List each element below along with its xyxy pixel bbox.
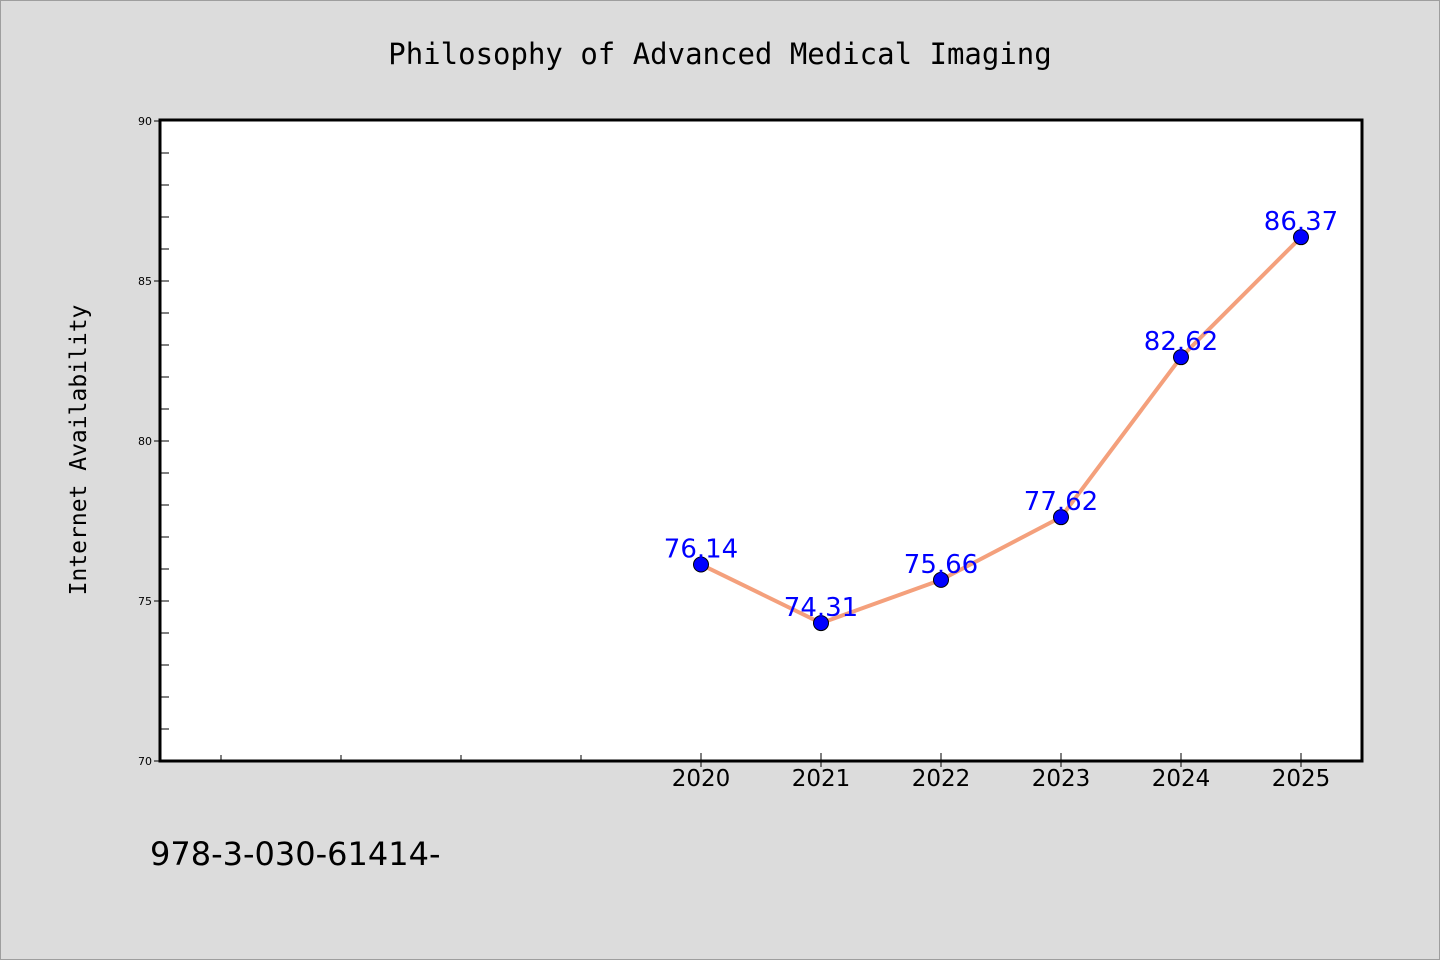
y-tick-label: 90 — [138, 115, 152, 128]
x-tick-label: 2025 — [1272, 766, 1331, 792]
series-line — [699, 235, 1303, 626]
plot-area — [158, 118, 1364, 763]
x-tick-label: 2020 — [672, 766, 731, 792]
x-tick-label: 2022 — [912, 766, 971, 792]
y-tick-label: 70 — [138, 755, 152, 768]
data-labels: 76.14 74.31 75.66 77.62 82.62 86.37 — [664, 207, 1338, 623]
footer-isbn-text: 978-3-030-61414- — [150, 835, 441, 873]
chart-title: Philosophy of Advanced Medical Imaging — [388, 37, 1051, 71]
data-points — [693, 229, 1309, 632]
x-tick-label: 2023 — [1032, 766, 1091, 792]
data-value-label: 86.37 — [1264, 207, 1338, 237]
x-axis-ticks: 2020 2021 2022 2023 2024 2025 — [672, 753, 1331, 792]
y-axis-ticks: 70 75 80 85 90 — [138, 115, 169, 768]
data-value-label: 77.62 — [1024, 487, 1098, 517]
x-tick-label: 2021 — [792, 766, 851, 792]
data-point-marker — [813, 615, 829, 632]
x-minor-ticks — [220, 755, 582, 761]
x-tick-label: 2024 — [1152, 766, 1211, 792]
y-axis-label: Internet Availability — [66, 305, 92, 596]
y-tick-label: 80 — [138, 435, 152, 448]
y-tick-label: 75 — [138, 595, 152, 608]
y-tick-label: 85 — [138, 275, 152, 288]
data-point-marker — [1173, 349, 1189, 366]
data-value-label: 82.62 — [1144, 327, 1218, 357]
data-value-label: 74.31 — [784, 593, 858, 623]
data-value-label: 76.14 — [664, 535, 738, 565]
data-value-label: 75.66 — [904, 550, 978, 580]
data-point-marker — [1293, 229, 1309, 246]
data-point-marker — [1053, 509, 1069, 526]
data-point-marker — [933, 571, 949, 588]
data-point-marker — [693, 556, 709, 573]
